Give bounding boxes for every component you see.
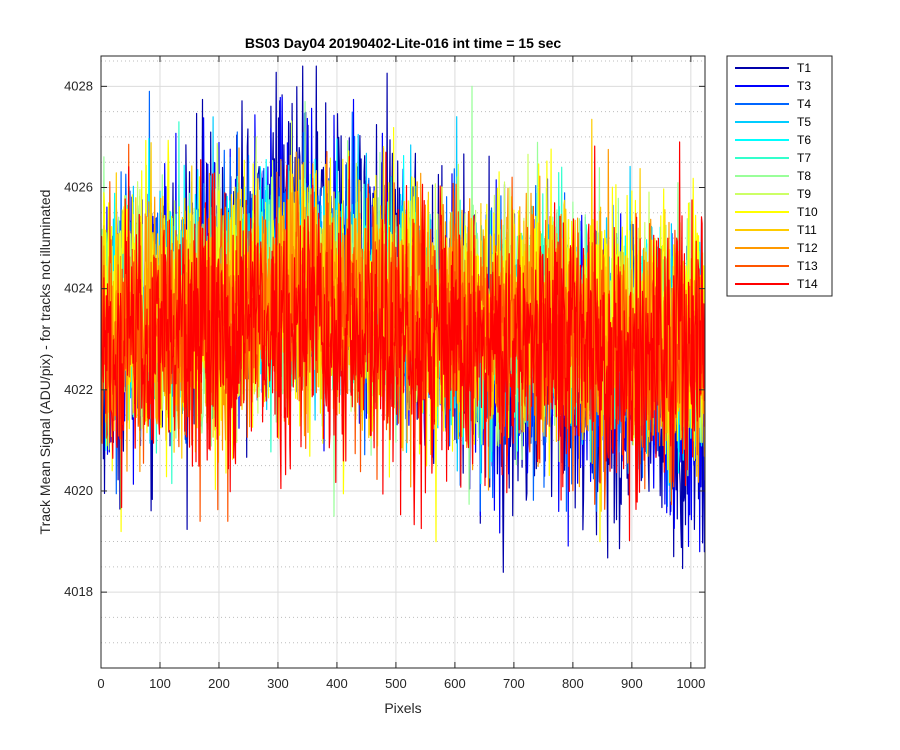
legend-label-t5: T5 — [797, 115, 811, 129]
series-line-t14 — [101, 141, 705, 542]
legend-label-t3: T3 — [797, 79, 811, 93]
y-tick-label: 4024 — [64, 281, 93, 296]
plot-frame — [100, 55, 706, 669]
legend-label-t14: T14 — [797, 277, 818, 291]
legend-label-t1: T1 — [797, 61, 811, 75]
x-tick-label: 1000 — [676, 676, 705, 691]
y-tick-label: 4018 — [64, 584, 93, 599]
chart-title: BS03 Day04 20190402-Lite-016 int time = … — [245, 35, 562, 51]
legend-label-t4: T4 — [797, 97, 811, 111]
y-tick-label: 4026 — [64, 180, 93, 195]
legend-label-t9: T9 — [797, 187, 811, 201]
x-tick-label: 0 — [97, 676, 104, 691]
legend-label-t6: T6 — [797, 133, 811, 147]
x-tick-label: 700 — [503, 676, 525, 691]
legend-label-t7: T7 — [797, 151, 811, 165]
x-tick-label: 800 — [562, 676, 584, 691]
y-tick-label: 4022 — [64, 382, 93, 397]
legend-label-t11: T11 — [797, 223, 817, 237]
legend-label-t13: T13 — [797, 259, 818, 273]
x-tick-label: 100 — [149, 676, 171, 691]
legend-label-t8: T8 — [797, 169, 811, 183]
x-axis-label: Pixels — [384, 700, 421, 716]
x-tick-label: 600 — [444, 676, 466, 691]
x-tick-label: 200 — [208, 676, 230, 691]
axis-ticks: 0 100 200 300 400 500 600 700 800 900 1000 4018 4020… — [64, 56, 705, 691]
legend-label-t12: T12 — [797, 241, 818, 255]
legend-label-t10: T10 — [797, 205, 818, 219]
x-tick-label: 300 — [267, 676, 289, 691]
legend: T1 T3 T4 T5 T6 T7 T8 T9 T10 T11 T12 T13 T14 — [726, 55, 833, 297]
series-layer — [101, 65, 705, 573]
x-tick-label: 900 — [621, 676, 643, 691]
y-tick-label: 4028 — [64, 78, 93, 93]
y-tick-label: 4020 — [64, 483, 93, 498]
y-axis-label: Track Mean Signal (ADU/pix) - for tracks… — [37, 190, 53, 535]
x-tick-label: 400 — [326, 676, 348, 691]
x-tick-label: 500 — [385, 676, 407, 691]
